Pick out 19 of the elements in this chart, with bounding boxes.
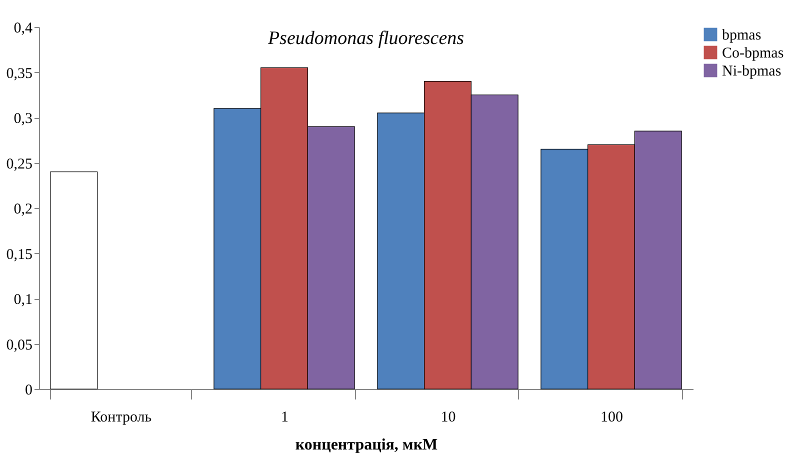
y-tick-label: 0,25 — [6, 156, 32, 172]
y-tick-label: 0,35 — [6, 66, 32, 82]
y-tick-label: 0,2 — [14, 202, 32, 218]
legend-label: Co-bpmas — [722, 46, 784, 62]
x-tick-label: 1 — [281, 410, 288, 426]
y-tick-label: 0,1 — [14, 292, 32, 308]
x-axis-title: концентрація, мкМ — [295, 436, 438, 454]
chart-title: Pseudomonas fluorescens — [266, 28, 464, 49]
y-tick-label: 0,05 — [6, 337, 32, 354]
y-tick-label: 0,15 — [6, 246, 32, 263]
x-tick-label: Контроль — [90, 410, 152, 426]
legend-label: Ni-bpmas — [722, 64, 782, 80]
legend-label: bpmas — [722, 28, 762, 44]
y-tick-label: 0,4 — [14, 20, 33, 36]
x-tick-label: 10 — [440, 410, 456, 426]
bar — [50, 172, 98, 390]
y-tick-label: 0 — [25, 382, 32, 398]
x-tick-label: 100 — [600, 410, 623, 426]
y-tick-label: 0,3 — [14, 111, 32, 127]
